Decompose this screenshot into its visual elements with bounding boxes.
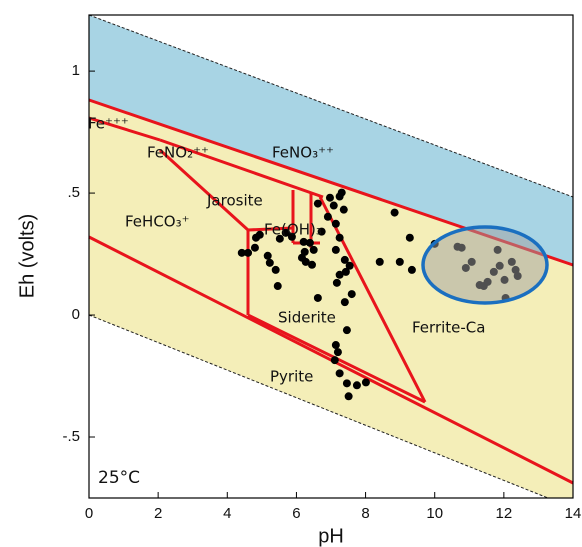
data-point [299,237,308,246]
data-point [287,232,296,241]
region-label: FeNO₂⁺⁺ [147,144,209,162]
boundary [247,226,294,232]
data-point [300,247,309,256]
data-point [405,233,414,242]
data-point [275,234,284,243]
y-tick-label: -.5 [62,428,80,445]
ticks: 0 2 4 6 8 10 12 14 -.5 0 .5 1 [62,62,581,522]
data-point [341,267,350,276]
data-point [244,248,253,257]
water-lower-limit [88,314,549,499]
data-point [271,265,280,274]
data-point [237,248,246,257]
region-label: Ferrite-Ca [412,319,485,337]
data-point [331,341,340,350]
water-upper-region [89,15,573,265]
data-point [330,356,339,365]
data-point [344,392,353,401]
data-point [352,381,361,390]
data-point [305,238,314,247]
data-point [407,265,416,274]
fe-region [89,100,573,498]
x-axis-title: pH [318,525,344,547]
x-tick-label: 12 [496,505,513,522]
boundary [158,148,250,232]
region-label: Fe(OH)₃ [264,221,322,239]
x-tick-label: 2 [154,505,162,522]
data-point [375,257,384,266]
x-tick-label: 8 [361,505,369,522]
data-point [347,290,356,299]
data-point [325,193,334,202]
data-point [340,255,349,264]
boundary [318,196,427,403]
data-point [342,379,351,388]
data-point [361,378,370,387]
x-tick-label: 6 [292,505,300,522]
boundary [159,138,324,199]
data-point [395,257,404,266]
data-point [250,243,259,252]
y-tick-label: 0 [72,306,80,323]
data-point [265,258,274,267]
data-point [332,278,341,287]
data-point [281,228,290,237]
data-point [339,205,348,214]
water-upper-limit [88,14,574,198]
data-point [255,230,264,239]
data-point [263,251,272,260]
data-point [273,282,282,291]
data-point [317,227,326,236]
temperature-label: 25°C [98,468,140,488]
highlight-ellipse [421,225,549,305]
data-point [333,348,342,357]
y-tick-label: .5 [67,184,80,201]
data-point [335,369,344,378]
data-point [313,293,322,302]
data-point [309,245,318,254]
x-tick-label: 0 [85,505,93,522]
data-point [331,219,340,228]
x-tick-label: 14 [565,505,582,522]
y-tick-label: 1 [72,62,80,79]
data-point [329,201,338,210]
plot-frame [88,14,574,499]
region-label: Jarosite [206,192,263,210]
region-label: Pyrite [270,368,313,386]
boundary [88,116,161,142]
region-label: FeNO₃⁺⁺ [272,144,334,162]
data-point [335,270,344,279]
x-tick-label: 4 [223,505,231,522]
data-point [307,260,316,269]
data-point [331,245,340,254]
data-point [337,188,346,197]
x-tick-label: 10 [426,505,443,522]
data-point [335,233,344,242]
data-point [313,199,322,208]
data-point [342,326,351,335]
data-point [301,257,310,266]
data-point [390,208,399,217]
region-label: Fe⁺⁺⁺ [88,115,129,133]
data-point [340,298,349,307]
region-label: Siderite [278,309,336,327]
region-label: FeHCO₃⁺ [125,213,190,231]
data-point [323,212,332,221]
y-axis-title: Eh (volts) [16,214,38,298]
data-point [345,261,354,270]
